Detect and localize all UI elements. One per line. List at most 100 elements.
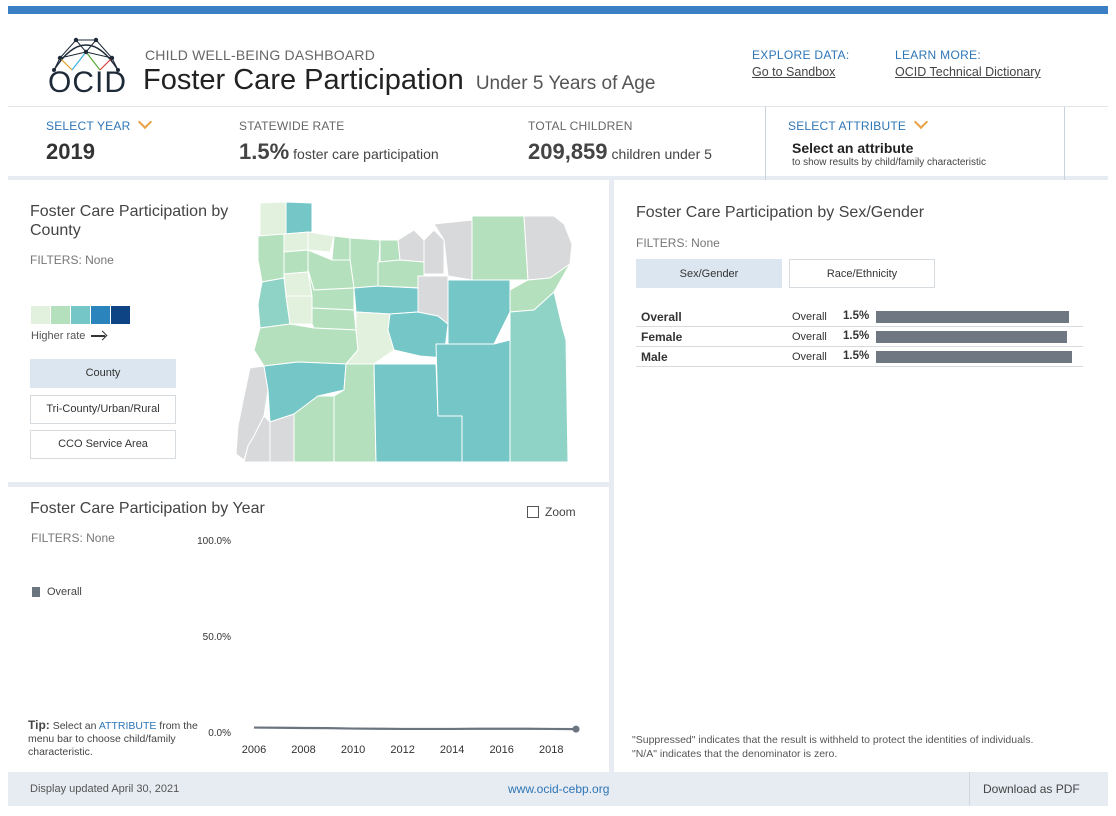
row-group: Overall xyxy=(792,331,827,343)
y-tick-label: 0.0% xyxy=(208,728,231,739)
legend-swatch-5 xyxy=(111,306,130,324)
page-title: Foster Care Participation Under 5 Years … xyxy=(143,64,655,97)
legend-swatch-3 xyxy=(71,306,90,324)
map-county-benton[interactable] xyxy=(285,295,313,325)
top-accent-bar xyxy=(8,6,1108,14)
y-tick-label: 100.0% xyxy=(197,536,231,547)
panel-divider xyxy=(8,482,609,487)
rate-bar[interactable] xyxy=(876,311,1070,323)
map-county-multnomah[interactable] xyxy=(307,231,335,253)
map-county-washington[interactable] xyxy=(283,231,309,253)
total-children-value: 209,859 xyxy=(528,139,608,164)
attribute-placeholder[interactable]: Select an attribute xyxy=(792,140,914,156)
rate-bar[interactable] xyxy=(876,351,1072,363)
sex-filters: FILTERS: None xyxy=(636,236,720,250)
legend-swatch-4 xyxy=(91,306,110,324)
footer: Display updated April 30, 2021 www.ocid-… xyxy=(8,772,1108,806)
map-county-polk[interactable] xyxy=(283,271,313,297)
county-filters: FILTERS: None xyxy=(30,253,114,267)
row-group: Overall xyxy=(792,351,827,363)
rate-bar[interactable] xyxy=(876,331,1067,343)
legend-swatch xyxy=(32,587,40,597)
row-value: 1.5% xyxy=(843,310,870,322)
legend-caption: Higher rate xyxy=(31,330,106,342)
map-county-lane[interactable] xyxy=(253,323,359,367)
chevron-down-icon[interactable] xyxy=(138,114,153,130)
color-legend xyxy=(31,306,131,324)
select-attribute-text[interactable]: SELECT ATTRIBUTE xyxy=(788,119,907,133)
map-county-sherman[interactable] xyxy=(379,239,401,263)
select-attribute-dropdown[interactable]: SELECT ATTRIBUTE Select an attribute to … xyxy=(765,107,1065,180)
total-children-label: TOTAL CHILDREN xyxy=(528,119,633,133)
select-year-text[interactable]: SELECT YEAR xyxy=(46,119,131,133)
x-tick-label: 2018 xyxy=(539,744,563,756)
map-county-hood-river[interactable] xyxy=(331,235,351,261)
sandbox-link[interactable]: Go to Sandbox xyxy=(752,65,836,79)
series-legend: Overall xyxy=(32,586,82,598)
series-line-overall xyxy=(253,726,577,731)
row-value: 1.5% xyxy=(843,350,870,362)
select-attribute-label[interactable]: SELECT ATTRIBUTE xyxy=(788,114,1064,133)
map-county-jefferson[interactable] xyxy=(353,285,419,315)
legend-swatch-2 xyxy=(51,306,70,324)
legend-swatch-1 xyxy=(31,306,50,324)
map-county-josephine[interactable] xyxy=(269,413,295,463)
tab-sex-gender[interactable]: Sex/Gender xyxy=(636,259,782,288)
x-tick-label: 2006 xyxy=(242,744,266,756)
tri-county-button[interactable]: Tri-County/Urban/Rural xyxy=(30,395,176,424)
map-county-harney[interactable] xyxy=(435,339,511,463)
technical-dictionary-link[interactable]: OCID Technical Dictionary xyxy=(895,65,1041,79)
year-panel-title: Foster Care Participation by Year xyxy=(30,500,265,517)
map-county-wheeler[interactable] xyxy=(377,259,425,289)
tip-attribute-link: ATTRIBUTE xyxy=(98,720,157,732)
year-line-chart[interactable]: 0.0% 50.0% 100.0% 2006 2008 2010 2012 2014 2016 2… xyxy=(190,530,600,765)
map-county-tillamook[interactable] xyxy=(257,233,285,283)
map-county-clatsop[interactable] xyxy=(259,201,287,237)
chevron-down-icon[interactable] xyxy=(914,114,929,130)
map-county-lincoln[interactable] xyxy=(257,277,291,329)
year-filters: FILTERS: None xyxy=(31,531,115,545)
row-label: Overall xyxy=(641,310,682,324)
ocid-logo-icon xyxy=(52,37,120,72)
zoom-toggle[interactable]: Zoom xyxy=(527,505,576,519)
total-children: TOTAL CHILDREN 209,859 children under 5 xyxy=(528,119,712,165)
select-year-label[interactable]: SELECT YEAR xyxy=(46,114,153,133)
row-label: Female xyxy=(641,330,683,344)
map-county-yamhill[interactable] xyxy=(283,249,309,275)
county-button[interactable]: County xyxy=(30,359,176,388)
note-na: "N/A" indicates that the denominator is … xyxy=(632,748,838,760)
map-county-umatilla[interactable] xyxy=(433,219,473,281)
header: OCID CHILD WELL-BEING DASHBOARD Foster C… xyxy=(8,14,1108,107)
map-county-morrow[interactable] xyxy=(423,229,445,275)
x-tick-label: 2016 xyxy=(489,744,513,756)
table-row: Overall Overall 1.5% xyxy=(636,307,1083,327)
download-pdf-button[interactable]: Download as PDF xyxy=(969,772,1108,806)
website-link[interactable]: www.ocid-cebp.org xyxy=(508,782,610,796)
map-county-gilliam[interactable] xyxy=(397,229,425,263)
map-county-columbia[interactable] xyxy=(285,201,313,235)
map-county-malheur[interactable] xyxy=(509,291,569,463)
oregon-county-map[interactable] xyxy=(234,200,594,465)
map-county-harney-north[interactable] xyxy=(447,279,511,345)
zoom-label[interactable]: Zoom xyxy=(545,505,576,519)
arrow-right-icon xyxy=(91,335,106,337)
map-county-union[interactable] xyxy=(471,215,529,281)
table-row: Male Overall 1.5% xyxy=(636,347,1083,367)
x-tick-label: 2010 xyxy=(341,744,365,756)
x-tick-label: 2014 xyxy=(440,744,464,756)
note-suppressed: "Suppressed" indicates that the result i… xyxy=(632,734,1034,746)
checkbox-icon[interactable] xyxy=(527,506,539,518)
row-label: Male xyxy=(641,350,668,364)
map-county-grant[interactable] xyxy=(417,275,449,325)
logo-text: OCID xyxy=(48,66,127,99)
x-tick-label: 2008 xyxy=(291,744,315,756)
learn-label: LEARN MORE: xyxy=(895,48,981,62)
select-year-dropdown[interactable]: SELECT YEAR 2019 xyxy=(46,114,153,165)
attribute-hint: to show results by child/family characte… xyxy=(792,157,986,168)
cco-service-area-button[interactable]: CCO Service Area xyxy=(30,430,176,459)
map-county-wasco[interactable] xyxy=(349,237,381,289)
explore-data: EXPLORE DATA: Go to Sandbox xyxy=(752,48,849,79)
row-group: Overall xyxy=(792,311,827,323)
tab-race-ethnicity[interactable]: Race/Ethnicity xyxy=(789,259,935,288)
selected-year[interactable]: 2019 xyxy=(46,139,95,164)
